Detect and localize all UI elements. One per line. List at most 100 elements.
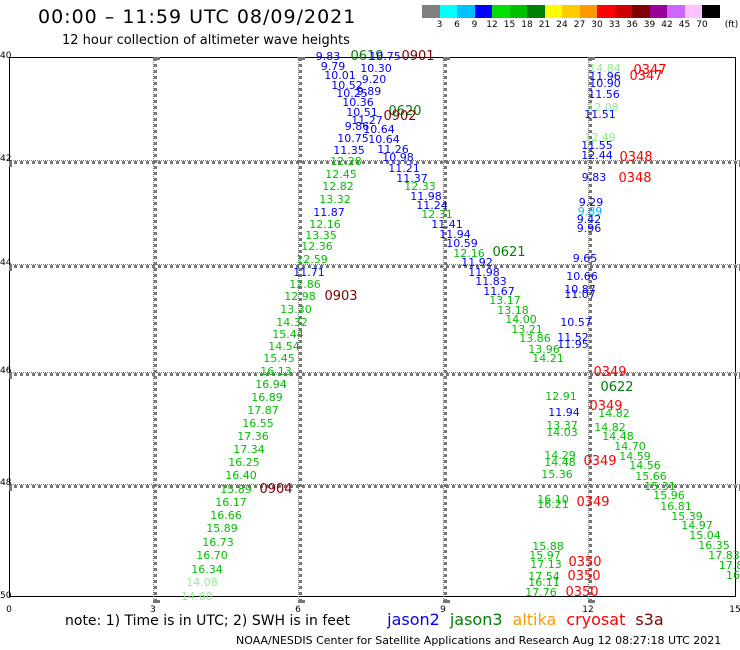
wave-height-value: 12.36	[301, 240, 333, 253]
wave-height-value: 11.67	[483, 285, 515, 298]
wave-height-value: 14.29	[544, 449, 576, 462]
latitude-tick-label: 42	[0, 154, 12, 164]
wave-height-value: 13.18	[497, 304, 529, 317]
wave-height-value: 10.51	[346, 106, 378, 119]
color-scale-cell	[579, 5, 597, 18]
wave-height-value: 10.57	[560, 316, 592, 329]
map-subtitle: 12 hour collection of altimeter wave hei…	[62, 33, 350, 48]
legend-note: note: 1) Time is in UTC; 2) SWH is in fe…	[65, 613, 351, 629]
wave-height-value: 10.75	[369, 50, 401, 63]
wave-height-value: 9.89	[356, 85, 382, 98]
color-scale-label: 42	[661, 20, 673, 30]
pass-time-label: 0622	[600, 380, 634, 395]
pass-time-label: 0347	[629, 69, 663, 84]
wave-height-value: 14.56	[629, 459, 661, 472]
wave-height-value: 15.36	[541, 468, 573, 481]
color-scale-unit: (ft)	[724, 20, 739, 30]
wave-height-value: 15.89	[220, 483, 252, 496]
legend-item-cryosat: cryosat	[566, 610, 626, 629]
wave-height-value: 13.17	[489, 294, 521, 307]
wave-height-value: 13.32	[319, 193, 351, 206]
longitude-tick-label: 9	[440, 605, 446, 615]
pass-time-label: 0347	[633, 63, 667, 78]
longitude-tick-label: 6	[295, 605, 301, 615]
wave-height-value: 16.70	[196, 549, 228, 562]
wave-height-value: 11.24	[416, 199, 448, 212]
wave-height-value: 14.70	[614, 440, 646, 453]
wave-height-value: 16.34	[191, 563, 223, 576]
color-scale-cell	[474, 5, 492, 18]
wave-height-value: 15.97	[529, 549, 561, 562]
color-scale-cell	[439, 5, 457, 18]
color-scale-label: 45	[678, 20, 691, 30]
color-scale-label: 3	[436, 20, 443, 30]
wave-height-value: 12.08	[587, 101, 619, 114]
wave-height-value: 15.31	[644, 480, 676, 493]
wave-height-value: 13.30	[280, 303, 312, 316]
wave-height-value: 10.52	[331, 79, 363, 92]
wave-height-value: 11.51	[584, 108, 616, 121]
wave-height-value: 10.75	[337, 132, 369, 145]
pass-time-label: 0350	[567, 569, 601, 584]
wave-height-value: 16	[726, 569, 740, 582]
wave-height-value: 11.52	[557, 331, 589, 344]
wave-height-value: 10.90	[589, 77, 621, 90]
wave-height-value: 9.83	[581, 171, 607, 184]
color-scale-cell	[457, 5, 475, 18]
wave-height-value: 11.98	[410, 190, 442, 203]
wave-height-value: 11.35	[333, 144, 365, 157]
wave-height-value: 12.16	[453, 247, 485, 260]
wave-height-value: 11.27	[351, 114, 383, 127]
wave-height-value: 9.89	[577, 205, 603, 218]
pass-time-label: 0904	[259, 482, 293, 497]
pass-time-label: 0348	[619, 150, 653, 165]
wave-height-value: 15.88	[532, 540, 564, 553]
wave-height-value: 14.60	[181, 590, 213, 603]
color-scale-cell	[614, 5, 632, 18]
wave-height-value: 17.83	[708, 549, 740, 562]
color-scale-cell	[597, 5, 615, 18]
wave-height-value: 15.96	[653, 489, 685, 502]
color-scale-cell	[562, 5, 580, 18]
color-scale-cell	[509, 5, 527, 18]
wave-height-value: 10.25	[336, 87, 368, 100]
wave-height-value: 16.17	[215, 496, 247, 509]
color-scale-cell	[632, 5, 650, 18]
satellite-legend: jason2 jason3 altika cryosat s3a	[387, 610, 674, 629]
wave-height-value: 16.10	[537, 493, 569, 506]
wave-height-value: 12.33	[404, 180, 436, 193]
color-scale-cell	[527, 5, 545, 18]
wave-height-value: 14.82	[598, 407, 630, 420]
wave-height-value: 11.94	[439, 228, 471, 241]
wave-height-value: 9.42	[576, 213, 602, 226]
wave-height-value: 11.92	[461, 256, 493, 269]
wave-height-value: 17.34	[233, 443, 265, 456]
color-scale-label: 27	[573, 20, 586, 30]
pass-time-label: 0903	[324, 289, 358, 304]
color-scale-label: 39	[643, 20, 656, 30]
pass-time-label: 0350	[565, 585, 599, 600]
color-scale-label: 36	[626, 20, 638, 30]
pass-time-label: 0902	[383, 109, 417, 124]
wave-height-value: 14.00	[505, 313, 537, 326]
wave-height-value: 11.26	[377, 143, 409, 156]
wave-height-value: 13.35	[305, 229, 337, 242]
pass-time-label: 0349	[576, 495, 610, 510]
wave-height-value: 12.59	[296, 253, 328, 266]
wave-height-value: 11.98	[468, 266, 500, 279]
wave-height-value: 11.55	[581, 139, 613, 152]
color-scale-bar	[422, 5, 720, 18]
wave-height-value: 10.66	[566, 270, 598, 283]
wave-height-value: 13.86	[519, 332, 551, 345]
wave-height-value: 10.64	[368, 133, 400, 146]
longitude-tick-label: 0	[6, 605, 12, 615]
wave-height-value: 11.21	[388, 162, 420, 175]
wave-height-value: 12.91	[545, 390, 577, 403]
legend: note: 1) Time is in UTC; 2) SWH is in fe…	[65, 610, 674, 629]
wave-height-value: 15.04	[689, 529, 721, 542]
legend-item-jason2: jason2	[387, 610, 440, 629]
longitude-tick-label: 15	[729, 605, 740, 615]
latitude-tick-label: 40	[0, 51, 12, 61]
color-scale-label: 12	[486, 20, 498, 30]
